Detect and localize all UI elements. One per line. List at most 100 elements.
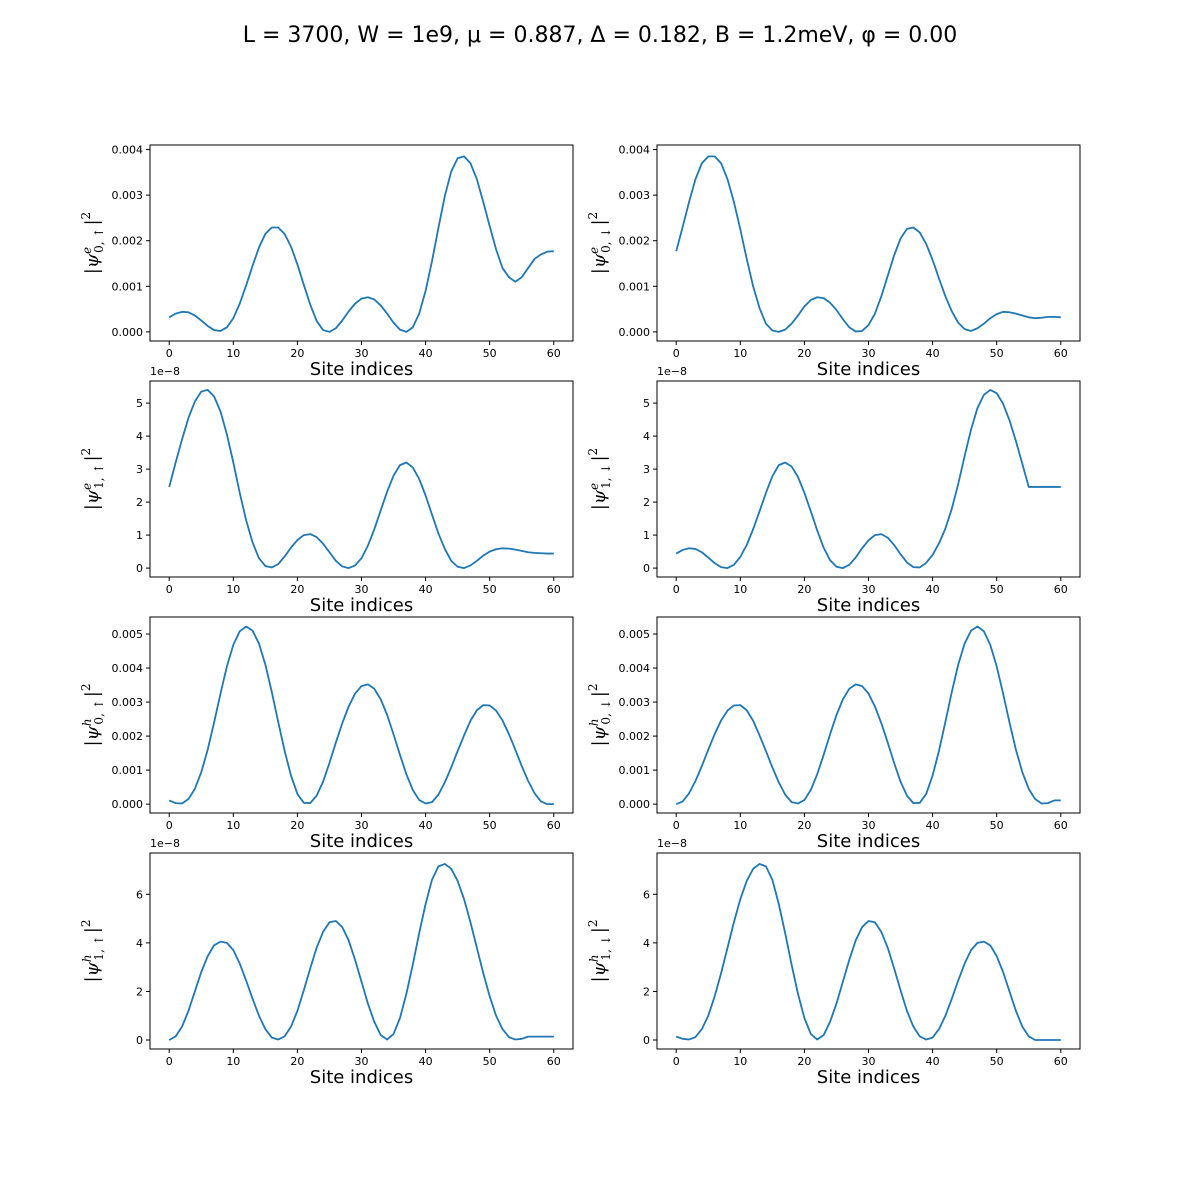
y-offset-label: 1e−8 [150, 365, 180, 378]
series-line [168, 155, 554, 333]
x-tick-label: 40 [926, 1055, 940, 1068]
y-tick-label: 0.003 [112, 189, 144, 202]
y-tick-label: 4 [136, 937, 143, 950]
x-tick-label: 30 [355, 347, 369, 360]
x-axis-label: Site indices [310, 359, 413, 380]
y-tick-label: 5 [643, 397, 650, 410]
x-tick-label: 40 [926, 819, 940, 832]
x-tick-label: 20 [797, 819, 811, 832]
y-tick-label: 0.002 [619, 235, 651, 248]
y-axis-label: |ψh0, ↑|2 [79, 684, 106, 747]
series-line [168, 863, 554, 1041]
y-tick-label: 0 [136, 562, 143, 575]
x-tick-label: 0 [673, 583, 680, 596]
x-tick-label: 20 [797, 347, 811, 360]
axes-frame [149, 144, 574, 342]
y-tick-label: 0.005 [112, 628, 144, 641]
y-tick-label: 0.004 [619, 662, 651, 675]
x-tick-label: 20 [290, 819, 304, 832]
axes-frame [149, 616, 574, 814]
x-tick-label: 50 [483, 347, 497, 360]
y-tick-label: 0.001 [619, 764, 651, 777]
x-tick-label: 50 [990, 583, 1004, 596]
axes-frame [656, 380, 1081, 578]
y-tick-label: 0.003 [619, 696, 651, 709]
x-tick-label: 50 [483, 583, 497, 596]
x-tick-label: 60 [547, 819, 561, 832]
y-tick-label: 4 [136, 430, 143, 443]
x-tick-label: 30 [862, 583, 876, 596]
y-offset-label: 1e−8 [657, 837, 687, 850]
x-tick-label: 40 [419, 819, 433, 832]
x-tick-label: 60 [1054, 583, 1068, 596]
x-tick-label: 30 [355, 1055, 369, 1068]
x-tick-label: 10 [733, 1055, 747, 1068]
x-tick-label: 10 [733, 583, 747, 596]
axes-frame [656, 144, 1081, 342]
x-axis-label: Site indices [310, 595, 413, 616]
y-tick-label: 3 [643, 463, 650, 476]
series-line [675, 625, 1061, 805]
axes-frame [149, 852, 574, 1050]
x-axis-label: Site indices [817, 359, 920, 380]
y-tick-label: 0.004 [112, 662, 144, 675]
y-tick-label: 0 [643, 1034, 650, 1047]
y-axis-label: |ψe1, ↓|2 [586, 448, 613, 510]
y-tick-label: 3 [136, 463, 143, 476]
x-tick-label: 40 [419, 347, 433, 360]
panel-e-0-down: 0 10 20 30 40 50 60 0.000 0.001 0.002 0.003 0.004 Si… [586, 144, 1081, 380]
y-axis-label: |ψh1, ↓|2 [586, 920, 613, 983]
y-axis-label: |ψh1, ↑|2 [79, 920, 106, 983]
x-tick-label: 20 [290, 1055, 304, 1068]
x-tick-label: 20 [290, 347, 304, 360]
x-tick-label: 10 [226, 1055, 240, 1068]
x-axis-label: Site indices [310, 831, 413, 852]
y-tick-label: 0.005 [619, 628, 651, 641]
panel-h-0-down: 0 10 20 30 40 50 60 0.000 0.001 0.002 0.003 0.004 0.… [586, 616, 1081, 852]
y-tick-label: 5 [136, 397, 143, 410]
panel-h-1-down: 0 10 20 30 40 50 60 0 2 4 6 1e−8 Site indices |ψh1, ↓… [586, 837, 1081, 1088]
x-tick-label: 60 [1054, 347, 1068, 360]
x-tick-label: 20 [797, 1055, 811, 1068]
x-tick-label: 40 [419, 583, 433, 596]
x-tick-label: 10 [733, 347, 747, 360]
x-tick-label: 10 [226, 819, 240, 832]
x-tick-label: 10 [733, 819, 747, 832]
y-tick-label: 0.001 [112, 764, 144, 777]
y-tick-label: 6 [136, 888, 143, 901]
panel-e-1-down: 0 10 20 30 40 50 60 0 1 2 3 4 5 1e−8 Site indices |ψe1,… [586, 365, 1081, 616]
x-tick-label: 30 [862, 819, 876, 832]
series-line [675, 863, 1061, 1041]
x-tick-label: 60 [547, 583, 561, 596]
x-tick-label: 60 [547, 1055, 561, 1068]
y-offset-label: 1e−8 [657, 365, 687, 378]
figure-title: L = 3700, W = 1e9, μ = 0.887, Δ = 0.182,… [243, 23, 958, 48]
y-tick-label: 0 [643, 562, 650, 575]
series-line [675, 389, 1061, 569]
x-tick-label: 30 [862, 347, 876, 360]
x-tick-label: 30 [355, 819, 369, 832]
x-tick-label: 60 [1054, 1055, 1068, 1068]
y-tick-label: 0.000 [619, 798, 651, 811]
x-tick-label: 40 [926, 347, 940, 360]
y-tick-label: 2 [136, 496, 143, 509]
x-tick-label: 60 [1054, 819, 1068, 832]
axes-frame [656, 616, 1081, 814]
x-tick-label: 50 [483, 1055, 497, 1068]
y-tick-label: 0.003 [112, 696, 144, 709]
x-tick-label: 0 [673, 347, 680, 360]
x-tick-label: 60 [547, 347, 561, 360]
x-tick-label: 40 [926, 583, 940, 596]
x-tick-label: 20 [797, 583, 811, 596]
x-tick-label: 0 [673, 819, 680, 832]
x-tick-label: 50 [483, 819, 497, 832]
axes-frame [149, 380, 574, 578]
x-tick-label: 30 [355, 583, 369, 596]
y-tick-label: 1 [643, 529, 650, 542]
y-tick-label: 2 [643, 496, 650, 509]
x-tick-label: 50 [990, 1055, 1004, 1068]
x-tick-label: 0 [166, 1055, 173, 1068]
series-line [168, 389, 554, 569]
panel-h-0-up: 0 10 20 30 40 50 60 0.000 0.001 0.002 0.003 0.004 0.… [79, 616, 574, 852]
